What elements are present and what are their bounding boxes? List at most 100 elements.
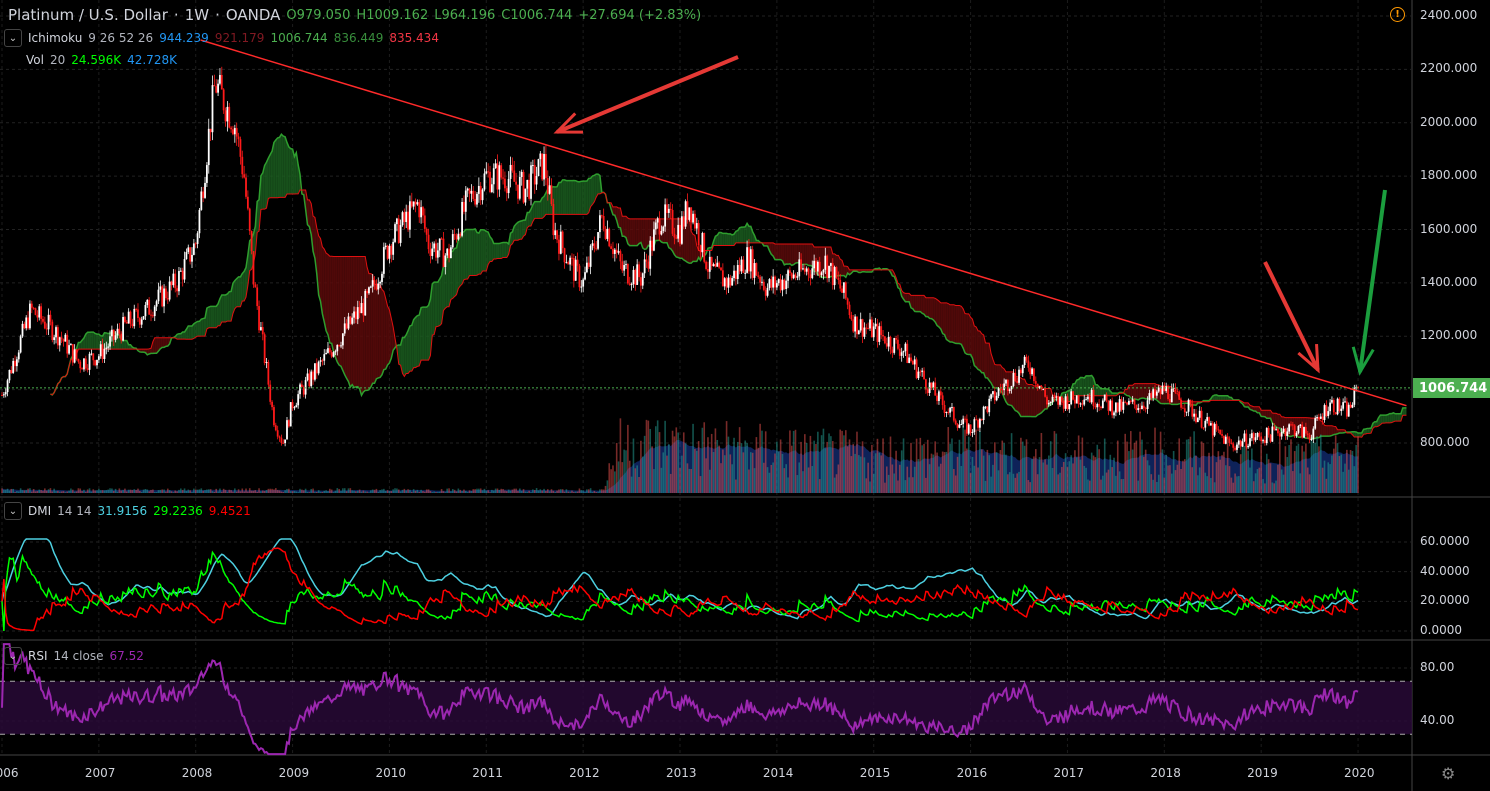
volume-bar xyxy=(744,440,747,493)
volume-bar xyxy=(280,491,283,493)
volume-bar xyxy=(941,451,944,493)
volume-bar xyxy=(1197,475,1199,493)
ichimoku-cloud-segment xyxy=(104,332,107,350)
ichimoku-cloud-segment xyxy=(1359,432,1362,438)
volume-bar xyxy=(131,490,134,493)
volume-bar xyxy=(284,490,286,493)
candle-body xyxy=(1286,431,1289,437)
candle-body xyxy=(1131,399,1134,402)
collapse-chevron-icon[interactable]: ⌄ xyxy=(4,29,22,47)
candle-body xyxy=(789,270,791,274)
candle-body xyxy=(360,303,363,314)
price-tick-label: 1600.000 xyxy=(1420,221,1478,236)
candle-body xyxy=(1301,424,1304,438)
volume-bar xyxy=(669,473,672,493)
volume-bar xyxy=(1295,445,1298,493)
candle-body xyxy=(1096,404,1099,408)
volume-bar xyxy=(619,418,622,493)
candle-body xyxy=(181,270,184,280)
ichimoku-cloud-segment xyxy=(275,137,278,198)
ichimoku-cloud-segment xyxy=(78,342,81,350)
candle-body xyxy=(522,171,525,203)
ichimoku-cloud-segment xyxy=(571,180,574,215)
ichimoku-cloud-segment xyxy=(1380,415,1383,425)
volume-bar xyxy=(837,464,840,493)
collapse-chevron-icon[interactable]: ⌄ xyxy=(4,502,22,520)
settings-gear-icon[interactable]: ⚙ xyxy=(1441,764,1456,783)
volume-bar xyxy=(237,489,240,493)
volume-bar xyxy=(17,491,20,493)
volume-bar xyxy=(1347,469,1350,493)
ichimoku-cloud-segment xyxy=(532,201,535,222)
volume-bar xyxy=(1211,435,1214,493)
volume-bar xyxy=(692,423,694,493)
ichimoku-cloud-segment xyxy=(506,242,509,258)
ichimoku-cloud-segment xyxy=(542,196,545,219)
volume-bar xyxy=(409,489,411,493)
candle-body xyxy=(422,207,424,216)
volume-bar xyxy=(386,490,389,493)
ichimoku-cloud-segment xyxy=(931,297,934,320)
volume-bar xyxy=(1100,479,1102,493)
volume-bar xyxy=(699,476,702,493)
candle-body xyxy=(958,424,961,428)
candle-body xyxy=(1245,433,1248,448)
volume-bar xyxy=(865,478,868,493)
volume-bar xyxy=(1094,457,1097,493)
volume-bar xyxy=(120,490,123,493)
ichimoku-cloud-segment xyxy=(907,293,910,302)
ichimoku-cloud-segment xyxy=(165,337,168,347)
volume-bar xyxy=(664,420,666,493)
volume-bar xyxy=(1051,468,1054,493)
ichimoku-cloud-segment xyxy=(1037,385,1040,415)
candle-body xyxy=(490,184,493,193)
volume-bar xyxy=(347,488,350,493)
volume-bar xyxy=(403,488,406,493)
ichimoku-cloud-segment xyxy=(1391,412,1394,423)
volume-bar xyxy=(319,491,322,493)
candle-body xyxy=(1198,410,1201,418)
candle-body xyxy=(319,360,322,362)
volume-bar xyxy=(466,492,469,493)
volume-bar xyxy=(286,488,288,493)
volume-bar xyxy=(1219,459,1222,493)
candle-body xyxy=(1277,428,1279,434)
volume-bar xyxy=(1001,440,1004,493)
volume-bar xyxy=(602,489,605,493)
candle-body xyxy=(835,267,838,278)
candle-body xyxy=(101,344,104,359)
candle-body xyxy=(755,263,758,276)
volume-bar xyxy=(703,422,706,493)
volume-bar xyxy=(416,489,419,493)
collapse-chevron-icon[interactable]: ⌄ xyxy=(4,647,22,665)
volume-bar xyxy=(802,471,804,493)
rsi-params: 14 close xyxy=(53,649,104,663)
volume-bar xyxy=(129,489,132,493)
candle-body xyxy=(1154,389,1156,396)
volume-bar xyxy=(1148,465,1151,493)
candle-body xyxy=(1342,402,1345,409)
volume-bar xyxy=(254,490,257,493)
candle-body xyxy=(872,326,875,338)
volume-bar xyxy=(1265,453,1268,493)
ichimoku-cloud-segment xyxy=(1266,410,1269,419)
ichimoku-cloud-segment xyxy=(456,239,459,295)
ichimoku-cloud-segment xyxy=(631,218,634,246)
candle-body xyxy=(850,315,853,320)
ichimoku-cloud-segment xyxy=(683,218,686,261)
volume-bar xyxy=(759,423,761,493)
volume-bar xyxy=(1036,474,1039,493)
candle-body xyxy=(1029,367,1032,375)
ichimoku-cloud-segment xyxy=(1402,407,1405,416)
volume-bar xyxy=(448,488,450,493)
volume-bar xyxy=(1238,476,1240,493)
volume-bar xyxy=(1150,474,1153,493)
arrow-annotation-green-head xyxy=(1351,346,1375,376)
interval[interactable]: 1W xyxy=(184,6,210,24)
volume-bar xyxy=(1146,460,1149,493)
ichimoku-cloud-segment xyxy=(519,220,522,240)
candle-body xyxy=(965,418,968,434)
alert-icon[interactable]: ! xyxy=(1390,7,1405,22)
volume-bar xyxy=(1226,436,1229,493)
